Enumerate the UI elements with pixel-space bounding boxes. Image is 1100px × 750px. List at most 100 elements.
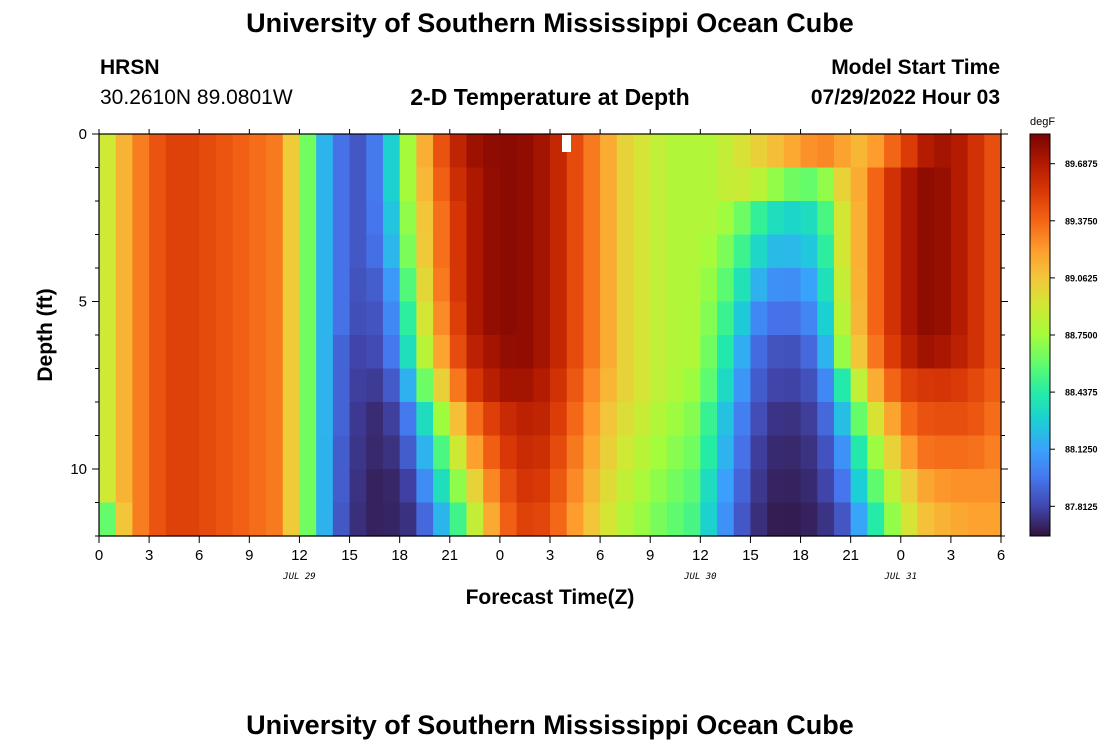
heatmap-cell bbox=[950, 469, 969, 504]
heatmap-cell bbox=[783, 435, 802, 470]
heatmap-cell bbox=[934, 201, 952, 236]
heatmap-cell bbox=[950, 167, 969, 202]
heatmap-cell bbox=[616, 502, 635, 537]
heatmap-cell bbox=[516, 234, 534, 269]
heatmap-cell bbox=[399, 268, 417, 303]
heatmap-cell bbox=[767, 234, 785, 269]
heatmap-cell bbox=[382, 167, 401, 202]
heatmap-cell bbox=[299, 402, 317, 437]
heatmap-cell bbox=[416, 368, 434, 403]
heatmap-cell bbox=[232, 335, 250, 370]
heatmap-cell bbox=[232, 134, 250, 169]
heatmap-cell bbox=[382, 502, 401, 537]
heatmap-cell bbox=[833, 335, 852, 370]
heatmap-cell bbox=[132, 435, 150, 470]
heatmap-cell bbox=[683, 234, 701, 269]
heatmap-cell bbox=[900, 268, 919, 303]
heatmap-cell bbox=[867, 335, 885, 370]
heatmap-cell bbox=[950, 201, 969, 236]
heatmap-cell bbox=[566, 368, 584, 403]
x-tick-label: 21 bbox=[441, 547, 458, 564]
heatmap-cell bbox=[449, 502, 468, 537]
heatmap-cell bbox=[249, 368, 267, 403]
heatmap-cell bbox=[550, 268, 568, 303]
heatmap-cell bbox=[750, 134, 768, 169]
heatmap-cell bbox=[182, 134, 200, 169]
heatmap-cell bbox=[232, 469, 250, 504]
heatmap-cell bbox=[867, 201, 885, 236]
x-tick-label: 0 bbox=[897, 547, 905, 564]
heatmap-cell bbox=[934, 435, 952, 470]
x-tick-label: 12 bbox=[291, 547, 308, 564]
heatmap-cell bbox=[349, 234, 367, 269]
heatmap-cell bbox=[733, 134, 752, 169]
heatmap-cell bbox=[149, 201, 167, 236]
heatmap-cell bbox=[633, 335, 651, 370]
heatmap-cell bbox=[566, 502, 584, 537]
heatmap-cell bbox=[867, 134, 885, 169]
heatmap-cell bbox=[382, 335, 401, 370]
heatmap-cell bbox=[817, 335, 835, 370]
heatmap-cell bbox=[767, 435, 785, 470]
heatmap-cell bbox=[800, 134, 818, 169]
heatmap-cell bbox=[132, 502, 150, 537]
heatmap-cell bbox=[733, 201, 752, 236]
heatmap-cell bbox=[115, 234, 133, 269]
heatmap-cell bbox=[399, 201, 417, 236]
heatmap-cell bbox=[132, 234, 150, 269]
page-title: University of Southern Mississippi Ocean… bbox=[246, 8, 854, 38]
heatmap-cell bbox=[433, 435, 451, 470]
heatmap-cell bbox=[984, 234, 1002, 269]
y-axis-label: Depth (ft) bbox=[34, 288, 57, 381]
heatmap-cell bbox=[800, 435, 818, 470]
x-tick-label: 6 bbox=[596, 547, 604, 564]
heatmap-cell bbox=[700, 268, 718, 303]
heatmap-cell bbox=[499, 134, 518, 169]
heatmap-cell bbox=[332, 435, 351, 470]
heatmap-cell bbox=[833, 402, 852, 437]
heatmap-cell bbox=[600, 402, 618, 437]
heatmap-cell bbox=[332, 301, 351, 336]
heatmap-cell bbox=[800, 167, 818, 202]
heatmap-cell bbox=[984, 301, 1002, 336]
heatmap-cell bbox=[349, 435, 367, 470]
heatmap-cell bbox=[733, 301, 752, 336]
heatmap-cell bbox=[483, 469, 501, 504]
heatmap-cell bbox=[967, 402, 985, 437]
heatmap-cell bbox=[750, 201, 768, 236]
heatmap-cell bbox=[550, 234, 568, 269]
heatmap-cell bbox=[533, 167, 551, 202]
heatmap-cell bbox=[550, 201, 568, 236]
heatmap-cell bbox=[466, 301, 484, 336]
heatmap-cell bbox=[850, 335, 868, 370]
colorbar-tick-label: 88.4375 bbox=[1065, 388, 1098, 398]
date-label: JUL 30 bbox=[683, 572, 717, 582]
heatmap-cell bbox=[750, 402, 768, 437]
heatmap-cell bbox=[199, 201, 217, 236]
heatmap-cell bbox=[349, 134, 367, 169]
heatmap-cell bbox=[533, 301, 551, 336]
heatmap-cell bbox=[666, 268, 685, 303]
heatmap-cell bbox=[717, 167, 735, 202]
heatmap-cell bbox=[767, 301, 785, 336]
heatmap-cell bbox=[600, 469, 618, 504]
heatmap-cell bbox=[533, 201, 551, 236]
heatmap-cell bbox=[99, 335, 117, 370]
heatmap-cell bbox=[266, 435, 284, 470]
heatmap-cell bbox=[215, 402, 234, 437]
heatmap-cell bbox=[99, 502, 117, 537]
heatmap-cell bbox=[934, 368, 952, 403]
heatmap-cell bbox=[182, 234, 200, 269]
heatmap-cell bbox=[466, 268, 484, 303]
heatmap-cell bbox=[733, 368, 752, 403]
heatmap-cell bbox=[967, 435, 985, 470]
heatmap-cell bbox=[817, 402, 835, 437]
heatmap-cell bbox=[666, 502, 685, 537]
heatmap-cell bbox=[449, 435, 468, 470]
heatmap-cell bbox=[115, 435, 133, 470]
heatmap-cell bbox=[165, 368, 184, 403]
heatmap-cell bbox=[700, 502, 718, 537]
heatmap-cell bbox=[566, 469, 584, 504]
heatmap-cell bbox=[282, 335, 301, 370]
